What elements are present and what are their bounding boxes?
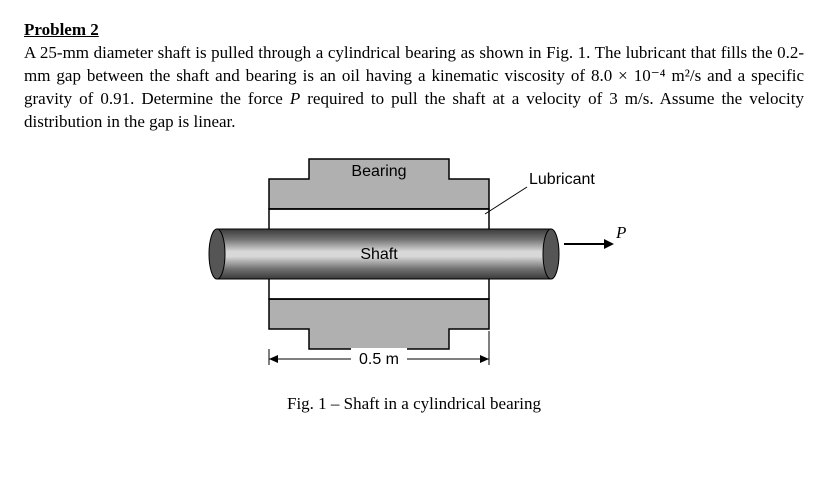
label-dimension: 0.5 m [359, 351, 399, 368]
shaft-end-left [209, 229, 225, 279]
problem-heading: Problem 2 [24, 20, 804, 40]
dim-arrow-right [480, 355, 489, 363]
figure-caption: Fig. 1 – Shaft in a cylindrical bearing [287, 394, 541, 414]
problem-text: A 25-mm diameter shaft is pulled through… [24, 42, 804, 134]
bearing-bottom [269, 299, 489, 349]
label-lubricant: Lubricant [529, 171, 595, 188]
leader-lubricant [485, 187, 527, 214]
figure: Bearing Lubricant Shaft P 0.5 m Fig. 1 – Sha… [24, 154, 804, 414]
force-arrow-head [604, 239, 614, 249]
label-bearing: Bearing [351, 163, 406, 180]
label-force: P [615, 223, 626, 242]
force-variable: P [290, 89, 300, 108]
label-shaft: Shaft [360, 246, 398, 263]
dim-arrow-left [269, 355, 278, 363]
shaft-end-right [543, 229, 559, 279]
figure-svg: Bearing Lubricant Shaft P 0.5 m [179, 154, 649, 384]
